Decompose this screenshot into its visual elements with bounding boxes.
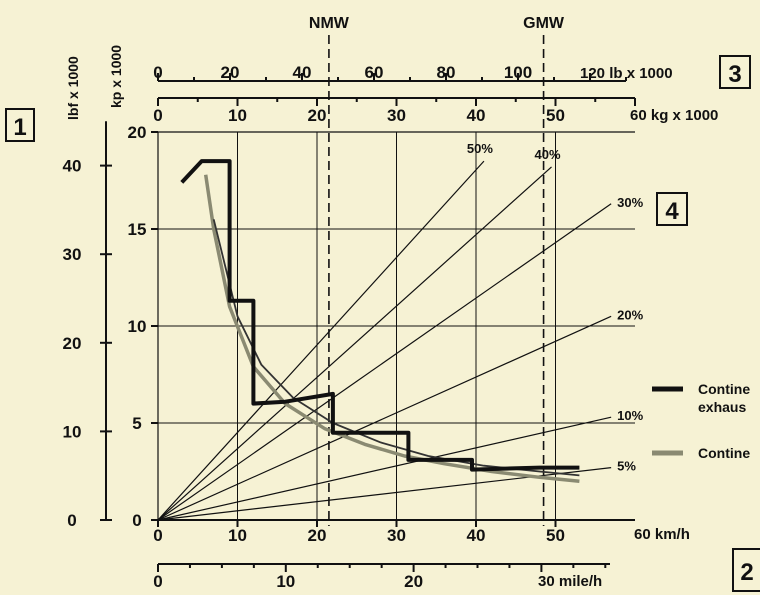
box-3: 3 <box>719 55 751 89</box>
box-2: 2 <box>732 548 760 592</box>
grade-line <box>157 203 612 521</box>
box-4: 4 <box>656 192 688 226</box>
kg-tick-label: 10 <box>228 106 247 125</box>
kmh-tick-label: 40 <box>467 526 486 545</box>
grade-label: 40% <box>535 147 561 162</box>
reference-line-label: GMW <box>523 15 565 32</box>
kmh-tick-label: 30 <box>387 526 406 545</box>
lbf-tick-label: 20 <box>63 334 82 353</box>
curves <box>180 159 580 483</box>
legend: Contine exhaus Contine <box>652 381 750 461</box>
grade-label: 30% <box>617 195 643 210</box>
kg-tick-label: 50 <box>546 106 565 125</box>
lbf-axis-label: lbf x 1000 <box>65 56 81 120</box>
series-line <box>203 174 580 483</box>
lbf-tick-label: 30 <box>63 245 82 264</box>
box-4-label: 4 <box>665 198 679 225</box>
lb-axis-label: 120 lb x 1000 <box>580 65 673 82</box>
kmh-tick-label: 50 <box>546 526 565 545</box>
kp-tick-label: 5 <box>132 414 141 433</box>
mph-axis-label: 30 mile/h <box>538 573 602 590</box>
series-line <box>180 159 580 472</box>
reference-line-label: NMW <box>309 15 350 32</box>
kg-axis-label: 60 kg x 1000 <box>630 107 718 124</box>
grade-lines: 50% 40% 30% 20% 10% 5% <box>157 141 644 521</box>
lbf-tick-label: 0 <box>67 511 76 530</box>
lbf-tick-label: 40 <box>63 157 82 176</box>
mph-tick-label: 20 <box>404 572 423 591</box>
lb-tick-label: 80 <box>437 63 456 82</box>
axes: 0 10 20 30 40 0 5 10 15 20 0 10 20 30 40 50 0 10 20 0 20 40 60… <box>63 63 636 591</box>
lb-tick-label: 40 <box>293 63 312 82</box>
legend-label-black-line1: Contine <box>698 381 750 397</box>
kg-tick-label: 20 <box>308 106 327 125</box>
kmh-axis-label: 60 km/h <box>634 526 690 543</box>
grade-line <box>157 160 485 521</box>
grade-label: 20% <box>617 307 643 322</box>
grade-line <box>157 315 612 521</box>
grade-line <box>157 166 552 521</box>
kmh-tick-label: 10 <box>228 526 247 545</box>
grade-label: 5% <box>617 459 636 474</box>
kg-tick-label: 0 <box>153 106 162 125</box>
reference-lines: NMW GMW <box>309 15 565 526</box>
lb-tick-label: 60 <box>365 63 384 82</box>
kmh-tick-label: 0 <box>153 526 162 545</box>
kp-tick-label: 15 <box>128 220 147 239</box>
mph-tick-label: 10 <box>276 572 295 591</box>
lb-tick-label: 100 <box>504 63 532 82</box>
lbf-tick-label: 10 <box>63 422 82 441</box>
box-1-label: 1 <box>13 114 26 141</box>
grade-label: 50% <box>467 141 493 156</box>
kp-tick-label: 0 <box>132 511 141 530</box>
lb-tick-label: 0 <box>153 63 162 82</box>
lb-tick-label: 20 <box>221 63 240 82</box>
mph-tick-label: 0 <box>153 572 162 591</box>
kp-tick-label: 20 <box>128 123 147 142</box>
box-3-label: 3 <box>728 61 741 88</box>
grade-line <box>157 416 612 521</box>
kp-tick-label: 10 <box>128 317 147 336</box>
box-1: 1 <box>5 108 35 142</box>
legend-label-grey: Contine <box>698 445 750 461</box>
kmh-tick-label: 20 <box>308 526 327 545</box>
box-2-label: 2 <box>740 559 753 586</box>
legend-label-black-line2: exhaus <box>698 399 746 415</box>
kg-tick-label: 40 <box>467 106 486 125</box>
kg-tick-label: 30 <box>387 106 406 125</box>
kp-axis-label: kp x 1000 <box>108 45 124 108</box>
grade-label: 10% <box>617 408 643 423</box>
